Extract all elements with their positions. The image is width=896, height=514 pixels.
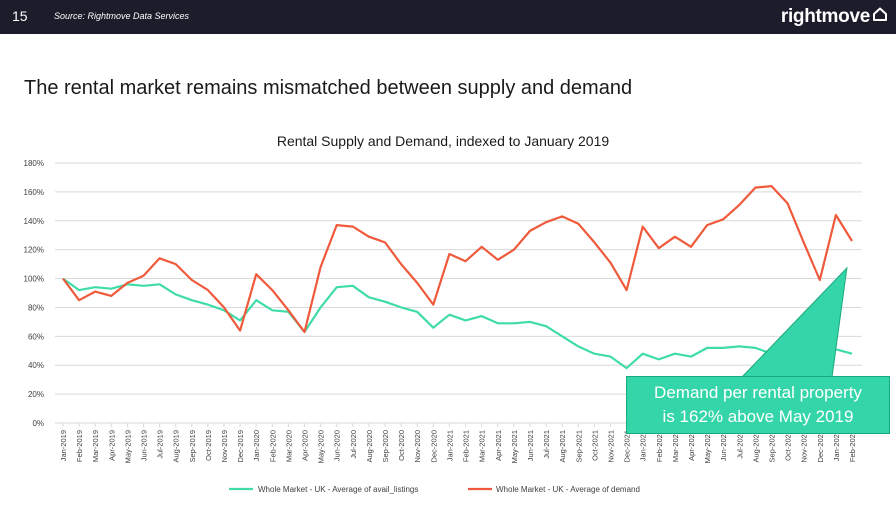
y-tick-label: 40% <box>28 361 44 370</box>
x-tick-label: Jun-2020 <box>333 430 342 461</box>
x-tick-label: Feb-2021 <box>462 430 471 462</box>
x-tick-label: Nov-2020 <box>413 430 422 463</box>
y-tick-label: 20% <box>28 390 44 399</box>
x-tick-label: Mar-2019 <box>91 430 100 462</box>
callout-arrow <box>740 266 848 378</box>
chart-title: Rental Supply and Demand, indexed to Jan… <box>277 133 610 149</box>
x-tick-label: Jan-2020 <box>252 430 261 461</box>
x-tick-label: Jan-2021 <box>445 430 454 461</box>
x-tick-label: Jul-2020 <box>349 430 358 459</box>
x-tick-label: Feb-2023 <box>848 430 857 462</box>
listings-series-line <box>62 277 853 370</box>
x-tick-label: Dec-2022 <box>816 430 825 463</box>
x-tick-label: Feb-2020 <box>268 430 277 462</box>
y-tick-label: 60% <box>28 332 44 341</box>
x-tick-label: Aug-2019 <box>172 430 181 463</box>
demand-series-line <box>62 184 853 334</box>
x-tick-label: Feb-2019 <box>75 430 84 462</box>
x-tick-label: Aug-2022 <box>751 430 760 463</box>
y-tick-label: 100% <box>24 275 44 284</box>
y-axis: 0% 20% 40% 60% 80% 100% 120% 140% 160% 180% <box>24 159 44 428</box>
y-tick-label: 140% <box>24 217 44 226</box>
x-tick-label: Sep-2022 <box>767 430 776 463</box>
x-tick-label: Aug-2021 <box>558 430 567 463</box>
x-tick-label: Nov-2021 <box>606 430 615 463</box>
source-note: Source: Rightmove Data Services <box>54 11 190 21</box>
logo-text: rightmove <box>780 6 870 27</box>
x-tick-label: Jan-2019 <box>59 430 68 461</box>
x-tick-label: Jul-2022 <box>735 430 744 459</box>
legend: Whole Market - UK - Average of avail_lis… <box>229 485 640 494</box>
header-bar: 15 Source: Rightmove Data Services right… <box>0 0 896 34</box>
x-tick-label: Oct-2020 <box>397 430 406 461</box>
x-tick-label: Mar-2020 <box>284 430 293 462</box>
x-tick-label: May-2019 <box>123 430 132 463</box>
x-tick-label: Apr-2022 <box>687 430 696 461</box>
x-tick-label: Jul-2019 <box>156 430 165 459</box>
callout-box: Demand per rental property is 162% above… <box>626 376 890 434</box>
callout-line-2: is 162% above May 2019 <box>662 407 854 426</box>
x-tick-label: Jun-2022 <box>719 430 728 461</box>
legend-label-listings: Whole Market - UK - Average of avail_lis… <box>258 485 418 494</box>
x-axis: Jan-2019 Feb-2019 Mar-2019 Apr-2019 May-2019… <box>59 423 857 463</box>
y-tick-label: 0% <box>32 419 44 428</box>
y-tick-label: 120% <box>24 246 44 255</box>
x-tick-label: Oct-2019 <box>204 430 213 461</box>
x-tick-label: Jan-2023 <box>832 430 841 461</box>
x-tick-label: Oct-2022 <box>784 430 793 461</box>
series-lines <box>62 184 853 370</box>
x-tick-label: Sep-2021 <box>574 430 583 463</box>
x-tick-label: Dec-2021 <box>623 430 632 463</box>
x-tick-label: Mar-2022 <box>671 430 680 462</box>
x-tick-label: Nov-2022 <box>800 430 809 463</box>
y-tick-label: 180% <box>24 159 44 168</box>
x-tick-label: Dec-2020 <box>429 430 438 463</box>
x-tick-label: Sep-2020 <box>381 430 390 463</box>
x-tick-label: Mar-2021 <box>478 430 487 462</box>
x-tick-label: Sep-2019 <box>188 430 197 463</box>
x-tick-label: Jun-2019 <box>140 430 149 461</box>
x-tick-label: Dec-2019 <box>236 430 245 463</box>
y-tick-label: 80% <box>28 303 44 312</box>
x-tick-label: Apr-2020 <box>301 430 310 461</box>
x-tick-label: Feb-2022 <box>655 430 664 462</box>
x-tick-label: Jul-2021 <box>542 430 551 459</box>
callout-pointer <box>740 266 848 378</box>
x-tick-label: May-2022 <box>703 430 712 463</box>
x-tick-label: Apr-2019 <box>107 430 116 461</box>
x-tick-label: Apr-2021 <box>494 430 503 461</box>
x-tick-label: Jan-2022 <box>639 430 648 461</box>
x-tick-label: Nov-2019 <box>220 430 229 463</box>
rightmove-logo: rightmove <box>781 4 888 30</box>
callout-line-1: Demand per rental property <box>654 383 862 402</box>
house-icon <box>873 7 887 21</box>
x-tick-label: May-2021 <box>510 430 519 463</box>
x-tick-label: Oct-2021 <box>590 430 599 461</box>
legend-label-demand: Whole Market - UK - Average of demand <box>496 485 640 494</box>
x-tick-label: Aug-2020 <box>365 430 374 463</box>
x-tick-label: May-2020 <box>317 430 326 463</box>
y-tick-label: 160% <box>24 188 44 197</box>
page-number: 15 <box>12 8 28 24</box>
x-tick-label: Jun-2021 <box>526 430 535 461</box>
rental-chart: Rental Supply and Demand, indexed to Jan… <box>24 133 862 494</box>
slide-title: The rental market remains mismatched bet… <box>24 77 633 99</box>
